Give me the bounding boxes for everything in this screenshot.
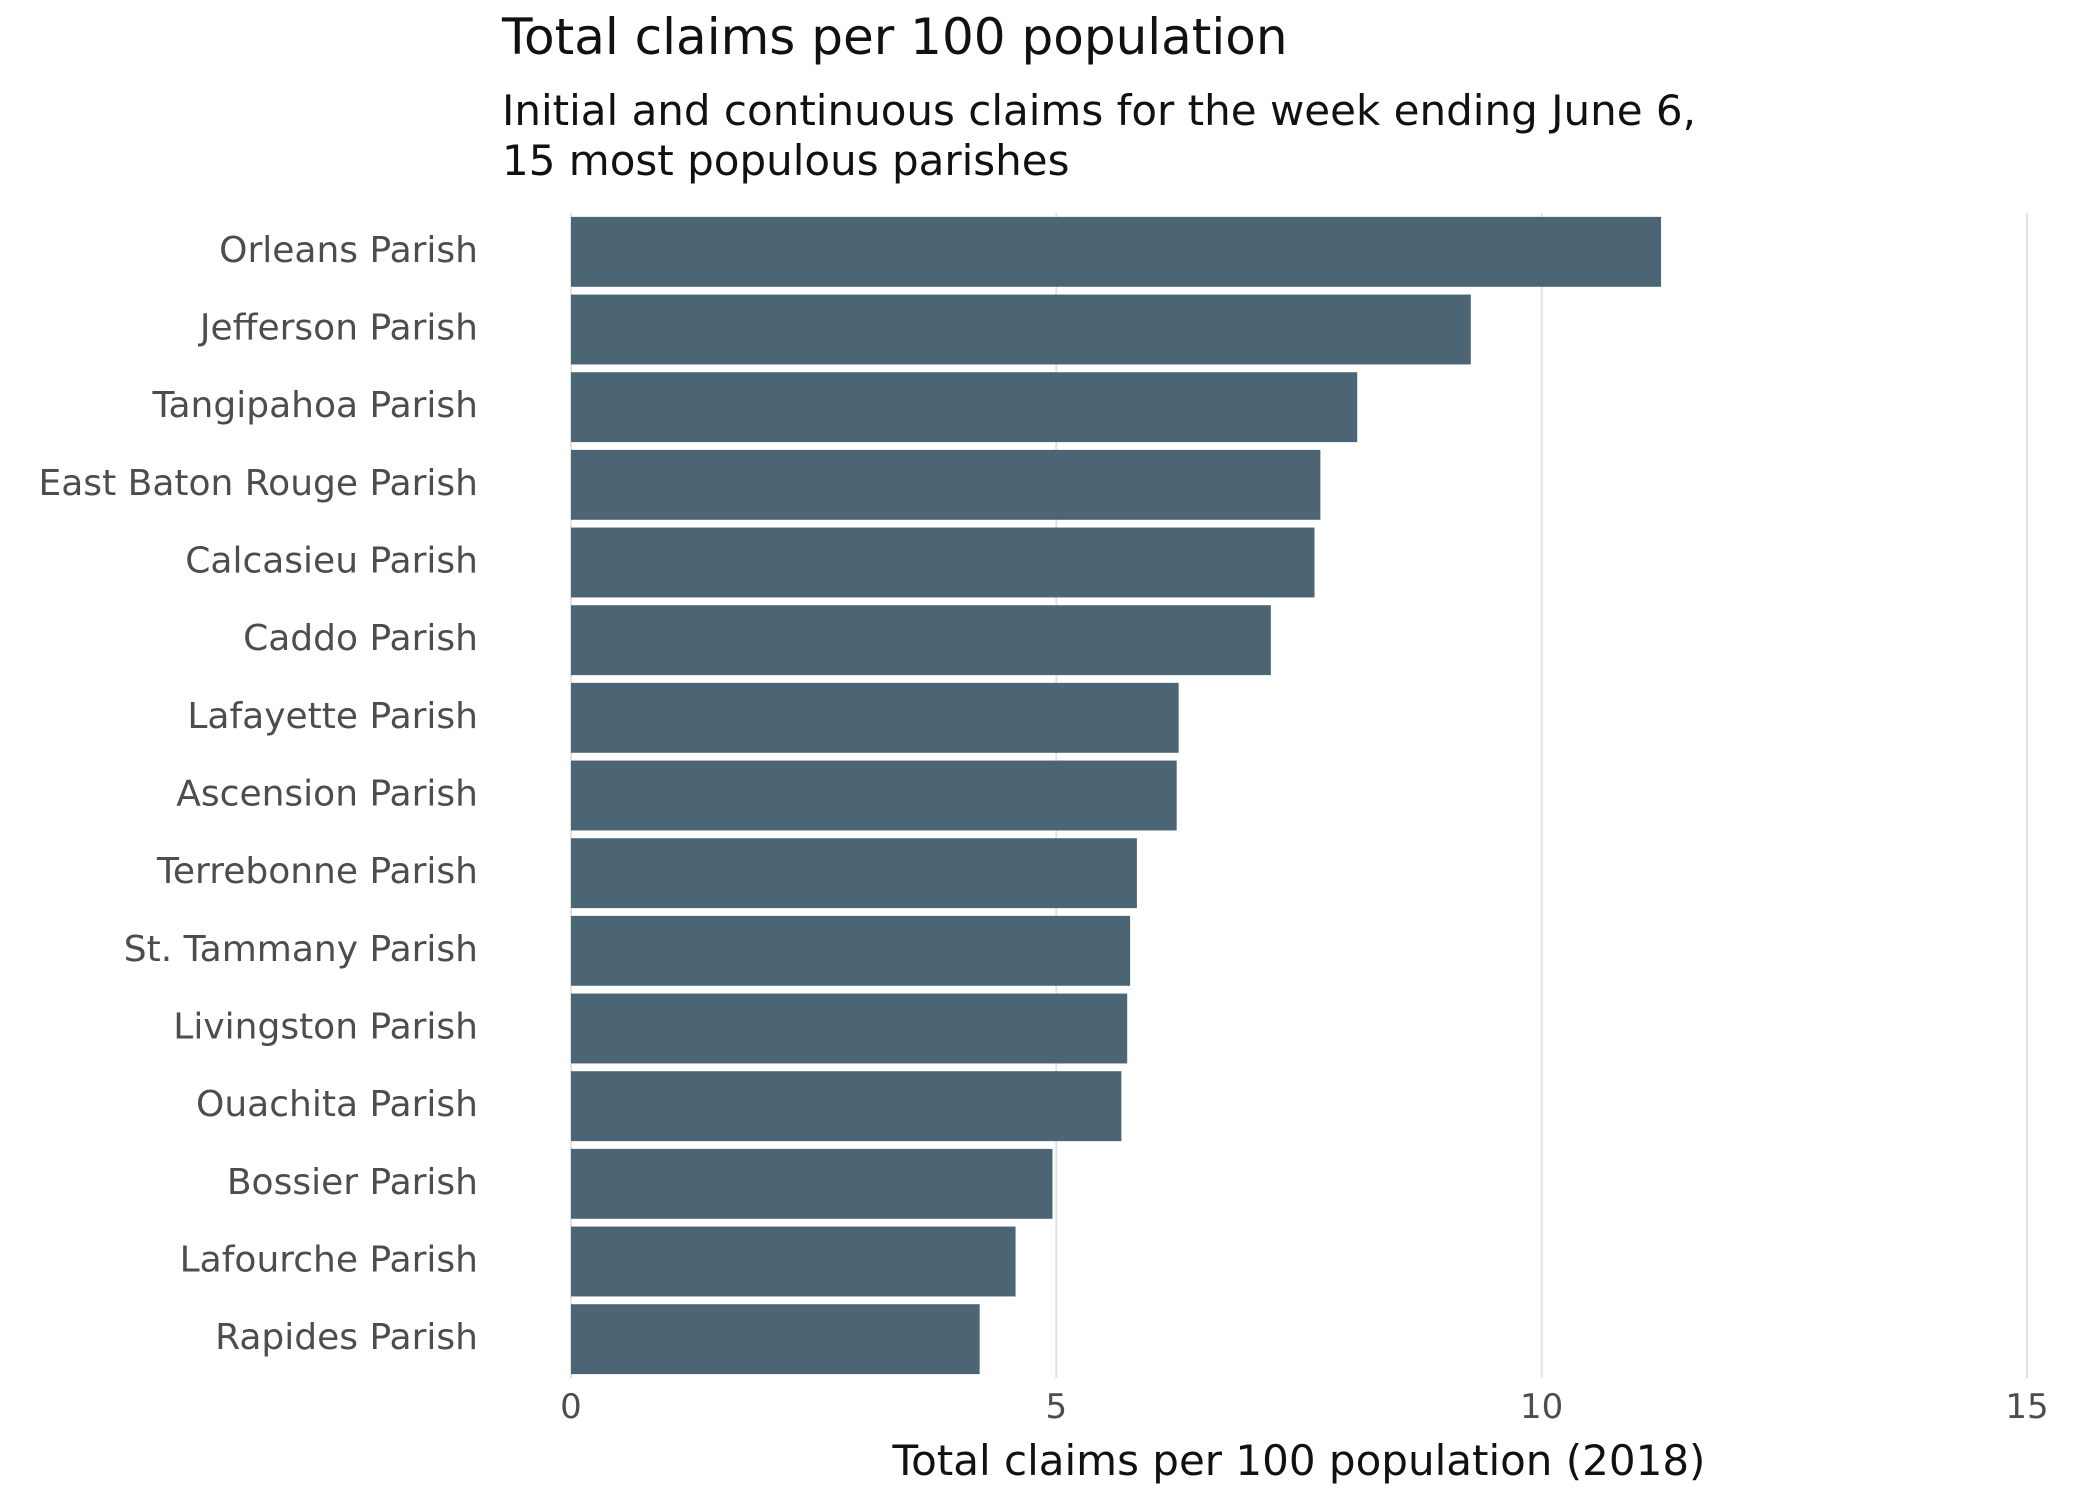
bar [571,449,1321,520]
bar [571,915,1131,986]
y-tick-label: Calcasieu Parish [185,541,478,582]
chart-title: Total claims per 100 population [502,8,1288,66]
y-tick-label: Ouachita Parish [196,1084,478,1125]
y-tick-label: Lafourche Parish [180,1240,478,1281]
bar [571,216,1662,287]
y-tick-label: Rapides Parish [215,1317,478,1358]
bar [571,682,1179,753]
bar [571,294,1471,365]
x-tick-label: 15 [2005,1387,2048,1427]
chart-subtitle-line-2: 15 most populous parishes [502,136,1070,185]
y-tick-label: Ascension Parish [176,774,478,815]
y-tick-label: Terrebonne Parish [156,851,478,892]
y-tick-label: Jefferson Parish [198,308,478,349]
bar [571,1226,1016,1297]
bars [571,216,1662,1375]
bar [571,605,1271,676]
bar [571,372,1358,443]
y-tick-label: St. Tammany Parish [124,929,478,970]
bar [571,760,1177,831]
y-axis-labels: Orleans Parish Jefferson Parish Tangipahoa… [39,230,479,1358]
y-tick-label: Bossier Parish [227,1162,478,1203]
x-tick-label: 5 [1046,1387,1068,1427]
x-tick-label: 10 [1520,1387,1563,1427]
bar [571,1071,1122,1142]
y-tick-label: Tangipahoa Parish [151,385,478,426]
chart-subtitle: Initial and continuous claims for the we… [502,86,1696,186]
chart-subtitle-line-1: Initial and continuous claims for the we… [502,86,1696,135]
x-axis-label: Total claims per 100 population (2018) [892,1436,1706,1485]
y-tick-label: Orleans Parish [219,230,478,271]
y-tick-label: Lafayette Parish [187,696,478,737]
x-axis-ticks: 0 5 10 15 [560,1387,2048,1427]
bar [571,993,1128,1064]
x-tick-label: 0 [560,1387,582,1427]
y-tick-label: East Baton Rouge Parish [39,463,479,504]
bar [571,1148,1053,1219]
bar [571,527,1315,598]
y-tick-label: Caddo Parish [243,618,478,659]
bar [571,838,1137,909]
bar [571,1304,980,1375]
y-tick-label: Livingston Parish [173,1007,478,1048]
